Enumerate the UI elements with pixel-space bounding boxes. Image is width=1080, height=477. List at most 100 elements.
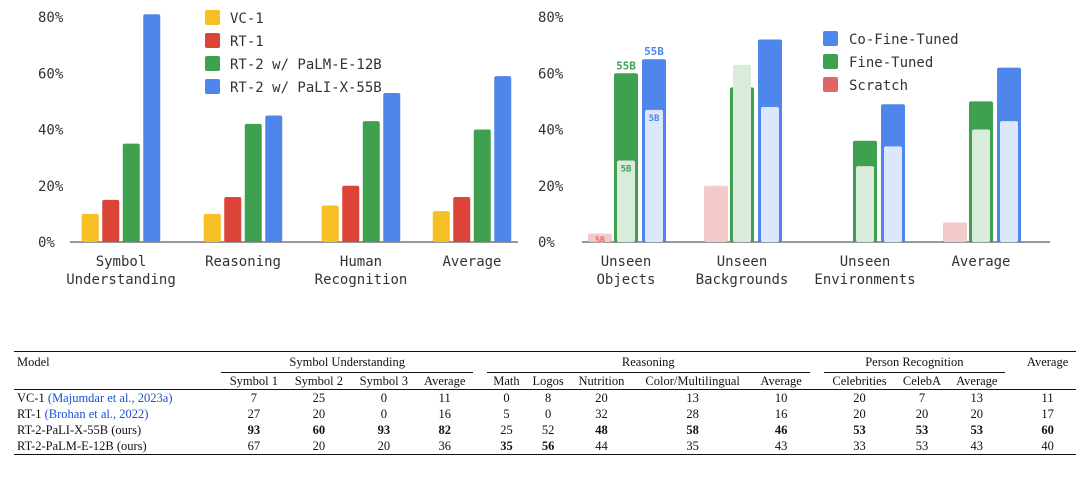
legend-swatch <box>205 10 220 25</box>
legend-label: Fine-Tuned <box>849 55 933 71</box>
bar <box>473 129 491 242</box>
table-cell: 52 <box>541 423 555 437</box>
results-table: Model Symbol Understanding Reasoning Per… <box>14 351 1076 455</box>
table-cell: 20 <box>823 389 896 406</box>
model-name: RT-1 <box>17 407 45 421</box>
bar <box>143 14 161 242</box>
table-cell: 11 <box>416 389 474 406</box>
subheader: Average <box>423 374 466 388</box>
table-cell: 43 <box>752 438 810 455</box>
table-cell: 17 <box>1041 407 1054 421</box>
bar-fine-tuned-5b <box>617 160 635 242</box>
subheader: Average <box>956 374 998 388</box>
bar <box>244 123 262 242</box>
x-tick-label: Unseen <box>601 254 652 270</box>
table-cell: 0 <box>351 389 417 406</box>
y-tick-label: 40% <box>538 123 564 139</box>
legend-swatch <box>823 77 838 92</box>
table-cell: 44 <box>570 438 633 455</box>
table-cell: 20 <box>970 407 984 421</box>
legend-label: RT-2 w/ PaLM-E-12B <box>230 57 382 73</box>
legend-swatch <box>823 31 838 46</box>
bar-co-fine-tuned-5b <box>645 109 663 242</box>
table-cell: 7 <box>895 389 949 406</box>
table-cell: 8 <box>525 389 571 406</box>
bar <box>383 92 401 242</box>
bar-scratch <box>943 222 967 242</box>
table-cell: 48 <box>595 423 608 437</box>
legend-label: RT-2 w/ PaLI-X-55B <box>230 80 382 96</box>
grouped-bar-chart-left: 0% 20% 40% 60% 80% Symbol Understanding Reasoni… <box>38 10 518 288</box>
table-cell: 13 <box>948 389 1006 406</box>
table-cell: 53 <box>895 438 949 455</box>
annotation-label: 5B <box>595 236 605 245</box>
table-cell: 46 <box>774 423 788 437</box>
bar <box>265 115 283 242</box>
x-tick-label: Human <box>340 254 382 270</box>
y-tick-label: 40% <box>38 123 64 139</box>
model-cell: RT-2-PaLM-E-12B (ours) <box>14 438 208 455</box>
subheader: Symbol 2 <box>294 374 343 388</box>
bar <box>81 213 99 242</box>
table-cell: 43 <box>948 438 1006 455</box>
annotation-label: 55B <box>616 59 636 72</box>
y-tick-label: 0% <box>538 235 555 251</box>
table-cell: 35 <box>632 438 753 455</box>
x-tick-label: Objects <box>596 272 655 288</box>
citation-link[interactable]: (Brohan et al., 2022) <box>44 407 149 421</box>
legend-swatch <box>205 33 220 48</box>
bar-fine-tuned-5b <box>733 64 751 242</box>
bar <box>321 205 339 242</box>
table-cell: 20 <box>570 389 633 406</box>
table-cell: 82 <box>438 423 451 437</box>
table-cell: 53 <box>915 423 929 437</box>
y-tick-label: 60% <box>538 66 564 82</box>
bar-co-fine-tuned-5b <box>1000 121 1018 242</box>
table-cell: 36 <box>416 438 474 455</box>
y-tick-label: 0% <box>38 235 55 251</box>
bar-co-fine-tuned-5b <box>761 107 779 242</box>
table-cell: 0 <box>545 407 552 421</box>
subheader: CelebA <box>902 374 942 388</box>
x-tick-label: Reasoning <box>205 254 281 270</box>
model-header: Model <box>14 351 208 373</box>
legend-label: VC-1 <box>230 11 264 27</box>
table-row: RT-1 (Brohan et al., 2022) 27 20 0 16 5 0 32 28 1… <box>14 406 1076 422</box>
group-header-symbol: Symbol Understanding <box>221 351 474 373</box>
table-cell: 60 <box>312 423 326 437</box>
table-cell: 27 <box>247 407 261 421</box>
table-row: VC-1 (Majumdar et al., 2023a) 7 25 0 11 0 8 20 1… <box>14 389 1076 406</box>
annotation-label: 55B <box>644 45 664 58</box>
table-cell: 53 <box>853 423 866 437</box>
y-tick-label: 20% <box>38 179 64 195</box>
bar-co-fine-tuned-5b <box>884 146 902 242</box>
table-cell: 20 <box>312 407 326 421</box>
table-cell: 13 <box>632 389 753 406</box>
table-cell: 16 <box>438 407 451 421</box>
table-cell: 16 <box>774 407 788 421</box>
table-cell: 32 <box>595 407 608 421</box>
bar <box>432 211 450 242</box>
model-name: VC-1 <box>17 391 48 405</box>
table-cell: 33 <box>823 438 896 455</box>
table-cell: 28 <box>686 407 699 421</box>
table-cell: 56 <box>525 438 571 455</box>
legend-label: Co-Fine-Tuned <box>849 32 959 48</box>
table-cell: 10 <box>752 389 810 406</box>
legend-label: Scratch <box>849 78 908 94</box>
table-cell: 93 <box>377 423 391 437</box>
bar <box>224 197 242 242</box>
table-cell: 93 <box>247 423 261 437</box>
x-tick-label: Unseen <box>840 254 891 270</box>
table-cell: 20 <box>286 438 352 455</box>
bar-fine-tuned-5b <box>972 129 990 242</box>
model-name: RT-2-PaLI-X-55B (ours) <box>17 423 142 437</box>
model-cell: RT-2-PaLI-X-55B (ours) <box>14 422 207 438</box>
x-tick-label: Average <box>951 254 1010 270</box>
table-cell: 58 <box>686 423 699 437</box>
x-tick-label: Average <box>442 254 501 270</box>
table-cell: 53 <box>970 423 984 437</box>
citation-link[interactable]: (Majumdar et al., 2023a) <box>47 391 173 405</box>
subheader: Color/Multilingual <box>645 374 740 388</box>
model-cell: VC-1 (Majumdar et al., 2023a) <box>14 389 208 406</box>
